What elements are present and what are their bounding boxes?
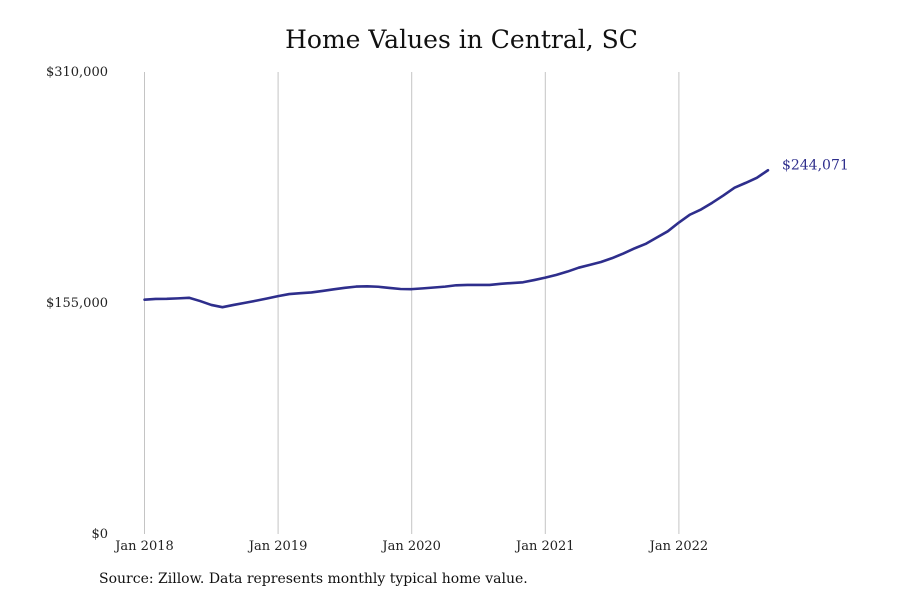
gridlines — [144, 72, 680, 534]
x-tick-label-1: Jan 2019 — [247, 539, 308, 554]
x-tick-label-4: Jan 2022 — [648, 539, 709, 554]
y-axis-ticks: $0 $155,000 $310,000 — [46, 65, 108, 542]
chart-title: Home Values in Central, SC — [285, 25, 638, 54]
x-tick-label-2: Jan 2020 — [380, 539, 441, 554]
x-tick-label-3: Jan 2021 — [514, 539, 575, 554]
end-value-label: $244,071 — [782, 157, 849, 173]
y-tick-label-0: $0 — [91, 527, 108, 542]
x-tick-label-0: Jan 2018 — [113, 539, 174, 554]
y-tick-label-1: $155,000 — [46, 296, 108, 311]
x-axis-ticks: Jan 2018 Jan 2019 Jan 2020 Jan 2021 Jan 2022 — [113, 539, 708, 554]
series-layer: $244,071 — [143, 157, 849, 309]
y-tick-label-2: $310,000 — [46, 65, 108, 80]
series-line-0 — [143, 168, 770, 309]
source-note: Source: Zillow. Data represents monthly … — [99, 571, 528, 587]
